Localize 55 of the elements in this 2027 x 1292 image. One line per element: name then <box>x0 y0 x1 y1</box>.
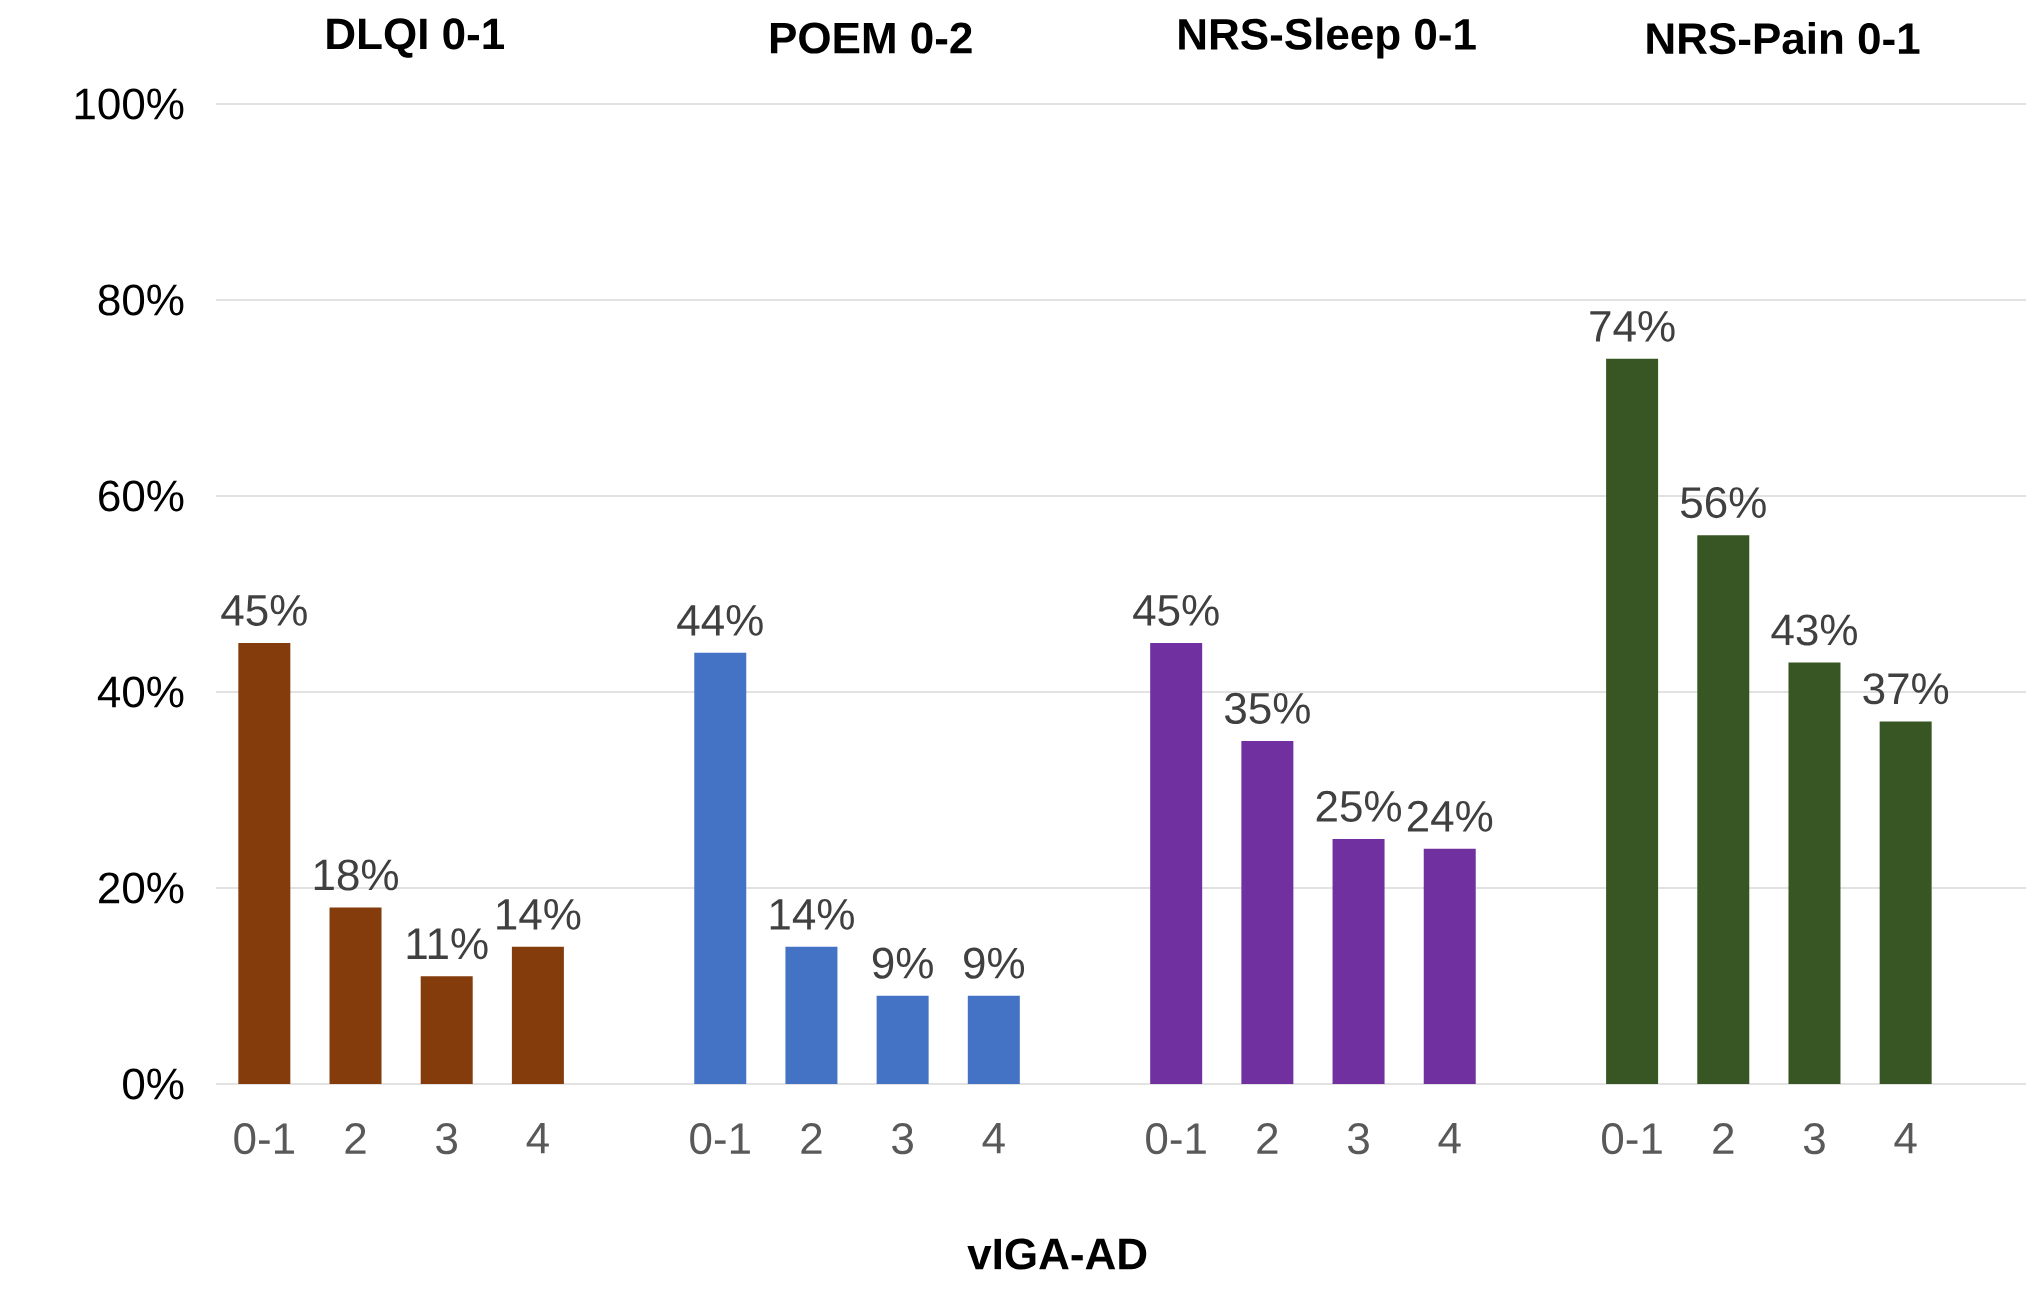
bar <box>511 946 564 1084</box>
data-label: 44% <box>677 604 763 636</box>
data-label: 35% <box>1225 692 1310 724</box>
y-tick-label: 80% <box>98 284 184 316</box>
data-label: 24% <box>1407 800 1493 832</box>
chart-title: NRS-Sleep 0-1 <box>1179 17 1476 59</box>
data-label: 56% <box>1681 486 1766 519</box>
bar <box>1788 662 1841 1084</box>
x-tick-label: 2 <box>801 1123 822 1154</box>
data-label: 43% <box>1771 614 1857 646</box>
bar <box>238 642 291 1084</box>
data-label: 45% <box>1133 594 1219 626</box>
chart-title: POEM 0-2 <box>770 22 972 54</box>
data-label: 37% <box>1863 673 1949 705</box>
data-label: 74% <box>1590 310 1675 342</box>
y-tick-label: 0% <box>123 1068 184 1100</box>
x-tick-label: 4 <box>526 1123 549 1154</box>
x-tick-label: 4 <box>1438 1123 1461 1154</box>
chart-title: DLQI 0-1 <box>327 18 504 58</box>
data-label: 9% <box>964 947 1025 979</box>
x-tick-label: 3 <box>1803 1123 1825 1155</box>
x-tick-label: 0-1 <box>690 1123 750 1155</box>
x-tick-label: 3 <box>892 1123 913 1155</box>
x-tick-label: 0-1 <box>234 1123 294 1155</box>
y-tick-label: 60% <box>99 480 184 512</box>
bar <box>1150 642 1203 1084</box>
y-tick-label: 40% <box>97 676 184 708</box>
bar <box>420 976 473 1084</box>
data-label: 45% <box>221 594 307 626</box>
bar <box>329 907 382 1084</box>
x-tick-label: 2 <box>345 1123 366 1154</box>
x-tick-label: 2 <box>1713 1123 1734 1154</box>
bar <box>1241 741 1294 1084</box>
data-label: 9% <box>872 947 933 979</box>
data-label: 14% <box>497 898 581 930</box>
data-label: 14% <box>770 898 854 930</box>
x-axis-title: vIGA-AD <box>967 1238 1147 1270</box>
chart-title: NRS-Pain 0-1 <box>1647 21 1920 55</box>
bar <box>1879 721 1932 1084</box>
x-tick-label: 3 <box>436 1123 457 1155</box>
bar <box>1423 848 1476 1084</box>
y-tick-label: 100% <box>75 88 184 120</box>
data-label: 25% <box>1316 790 1402 822</box>
x-tick-label: 0-1 <box>1146 1123 1206 1155</box>
data-label: 18% <box>314 859 398 891</box>
x-tick-label: 4 <box>982 1123 1005 1154</box>
bar <box>1606 358 1659 1084</box>
bar <box>1332 839 1385 1084</box>
x-tick-label: 0-1 <box>1602 1123 1662 1155</box>
x-tick-label: 2 <box>1257 1123 1278 1154</box>
data-label: 11% <box>407 928 488 960</box>
x-tick-label: 4 <box>1894 1123 1917 1154</box>
y-tick-label: 20% <box>99 872 184 904</box>
bar <box>1697 535 1750 1084</box>
x-tick-label: 3 <box>1348 1123 1369 1155</box>
